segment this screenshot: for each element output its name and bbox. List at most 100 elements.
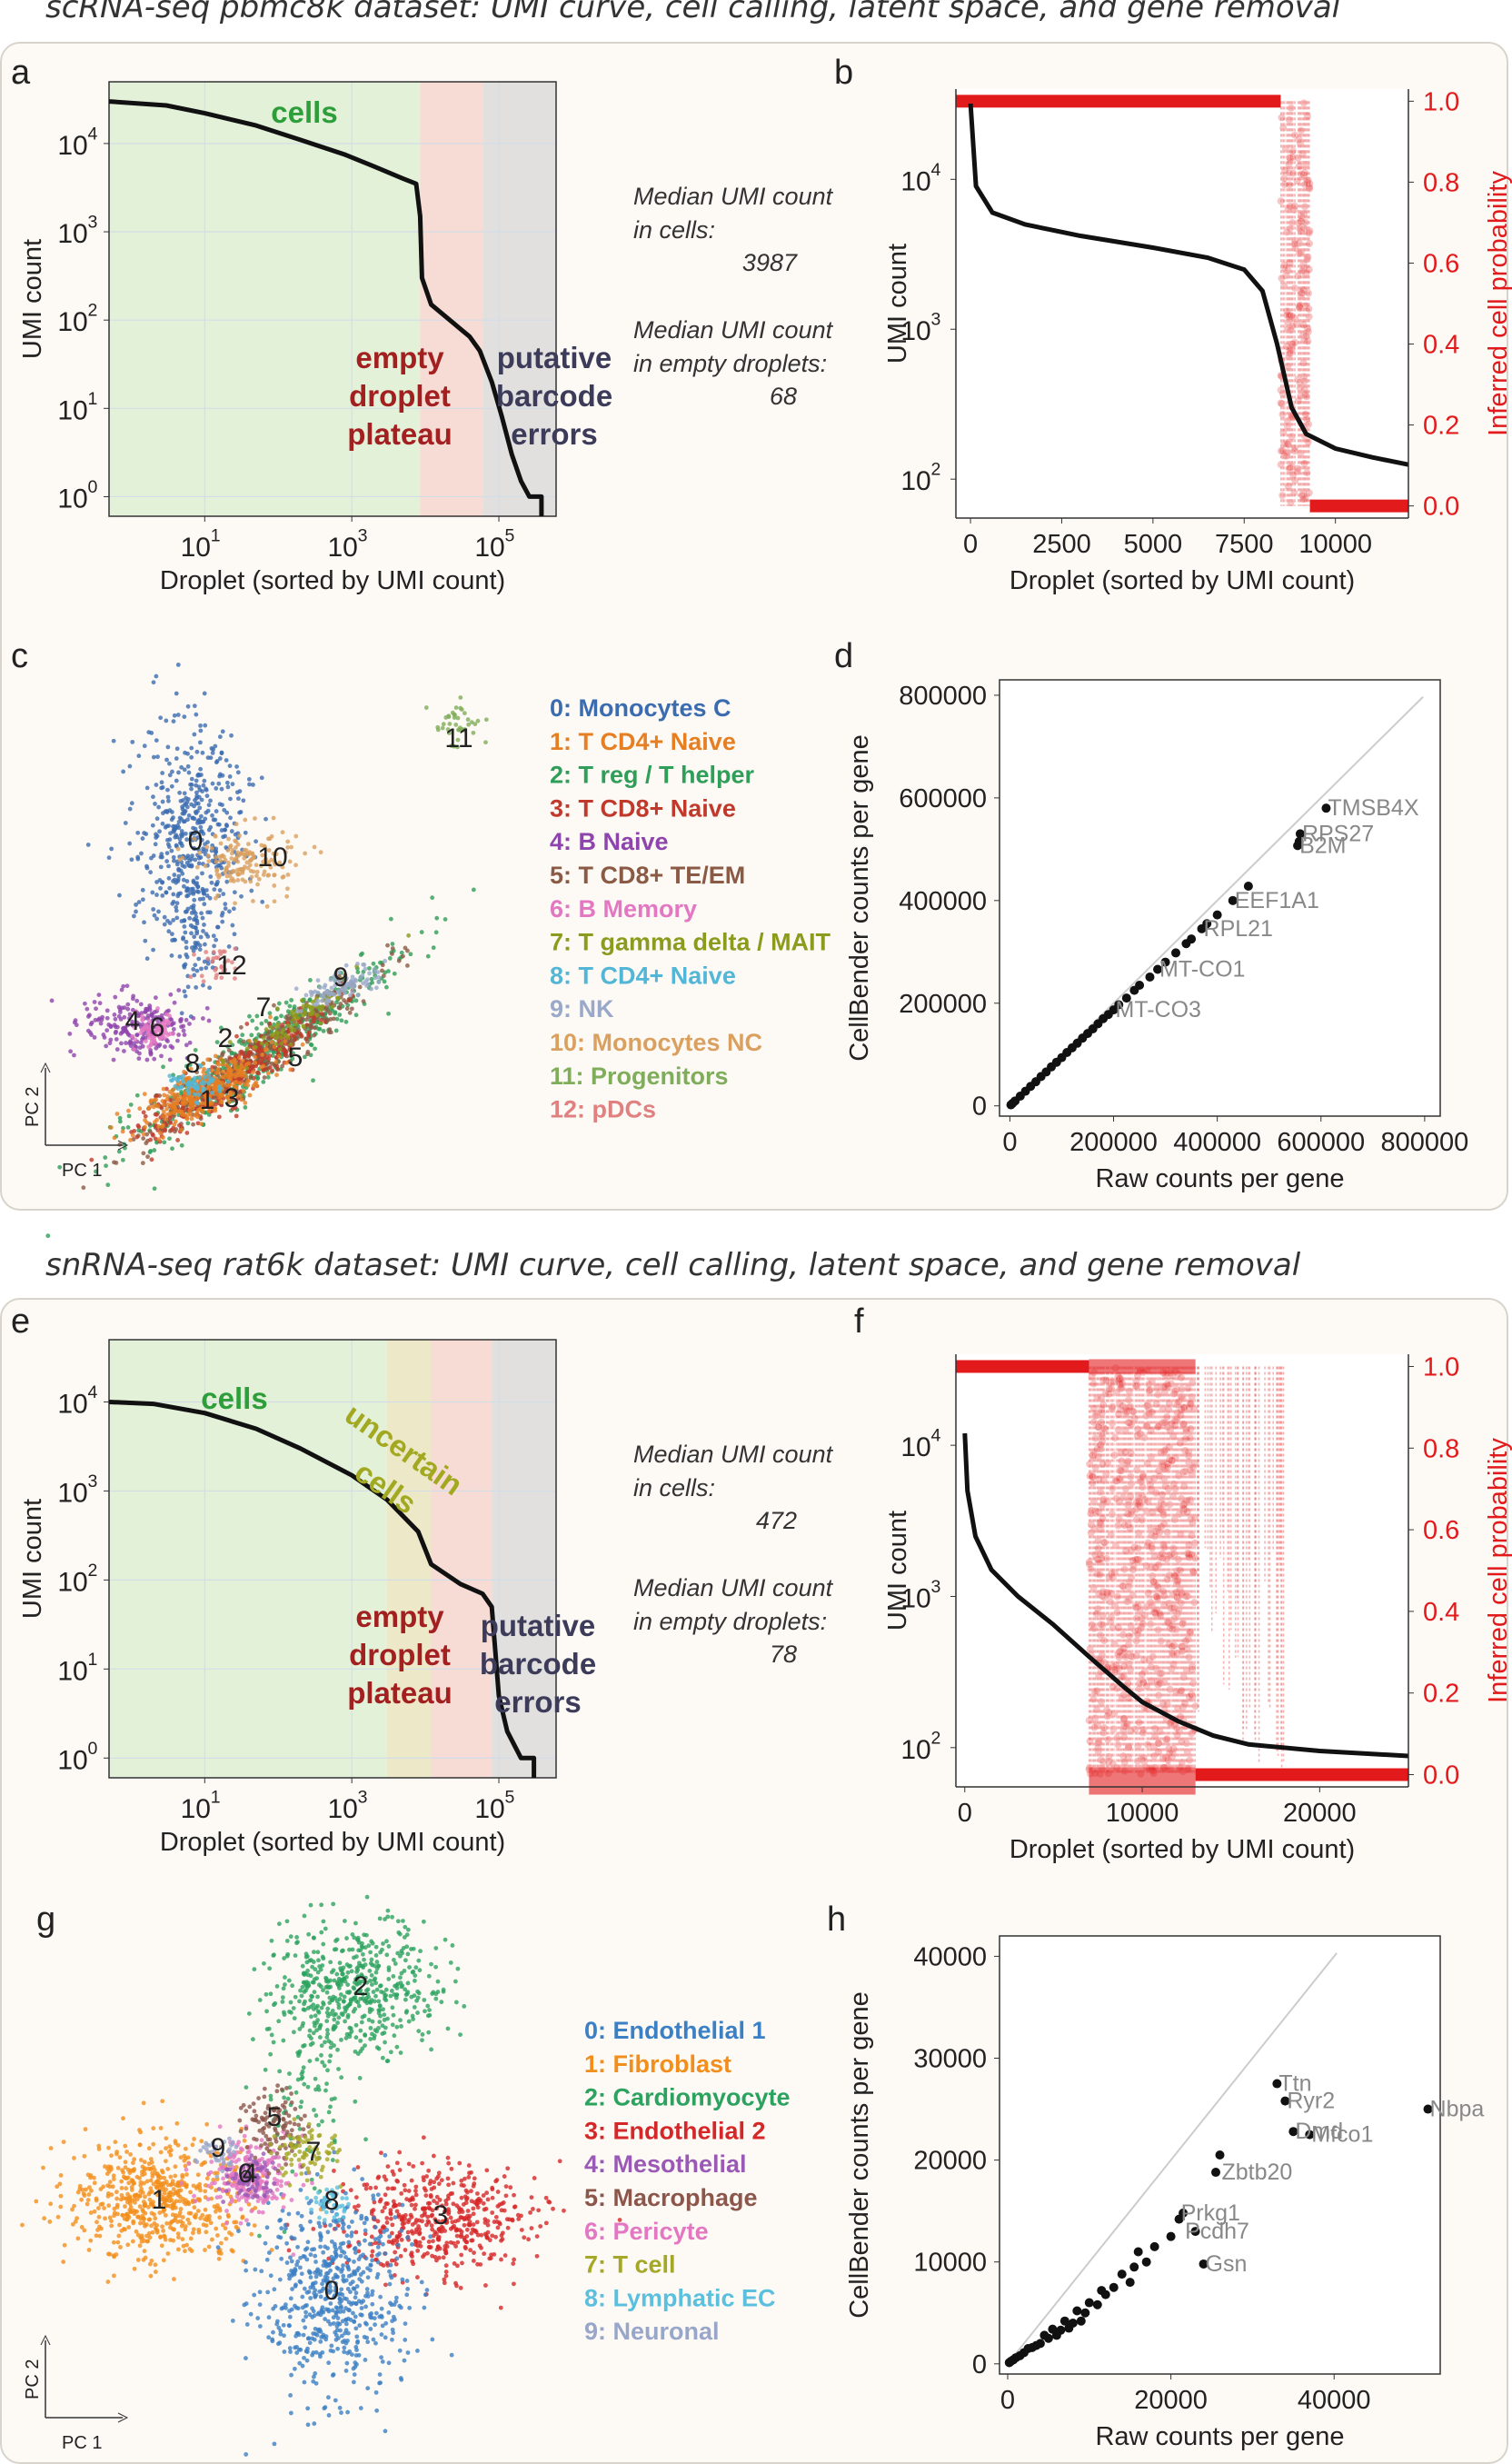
prob-point-f	[1110, 1569, 1119, 1577]
cluster-point-0	[153, 802, 157, 806]
cluster-point-6	[161, 1019, 166, 1024]
legend-item-c: 4: B Naive	[550, 828, 669, 855]
cluster-point-0	[144, 832, 149, 836]
cluster-point-0	[205, 808, 211, 813]
cluster-point-2	[307, 2028, 313, 2033]
cluster-point-1	[245, 1082, 251, 1088]
cluster-point-4	[120, 1030, 125, 1035]
cluster-point-2	[128, 1102, 134, 1107]
cluster-point-2	[401, 1919, 405, 1923]
cluster-point-4	[134, 1049, 140, 1054]
cluster-point-10	[204, 844, 210, 850]
cluster-point-2	[292, 2016, 297, 2021]
cluster-point-7	[295, 1015, 301, 1021]
cluster-point-2	[286, 1978, 292, 1983]
prob-point-f	[1121, 1653, 1129, 1661]
cluster-point-1	[259, 1064, 264, 1070]
cluster-point-2	[244, 2085, 249, 2090]
cluster-point-2	[353, 998, 359, 1003]
cluster-point-10	[223, 857, 228, 863]
cluster-point-2	[311, 1960, 316, 1964]
prob-point-f	[1157, 1611, 1165, 1620]
cluster-point-10	[235, 850, 240, 855]
cluster-point-2	[414, 1998, 419, 2003]
cluster-point-0	[214, 882, 219, 887]
median-empty-label-e: Median UMI count	[633, 1574, 834, 1601]
cluster-point-2	[103, 1155, 108, 1160]
cluster-point-0	[232, 932, 237, 937]
cluster-point-2	[249, 1032, 254, 1038]
cluster-point-0	[180, 843, 184, 848]
prob-point-b	[1293, 177, 1301, 185]
x-tick-label-a-exp: 1	[211, 526, 221, 546]
cluster-point-2	[230, 1042, 235, 1048]
prob-point-f	[1099, 1401, 1108, 1409]
cluster-point-0	[142, 743, 147, 749]
cluster-point-0	[201, 983, 205, 988]
cluster-label-3-c: 3	[224, 1083, 240, 1113]
cluster-point-1	[251, 1070, 255, 1075]
cluster-point-2	[380, 1947, 384, 1952]
cluster-point-2	[289, 997, 294, 1003]
cluster-point-0	[216, 781, 222, 786]
cluster-point-2	[453, 2000, 459, 2005]
cluster-label-2-c: 2	[218, 1023, 234, 1053]
cluster-point-10	[233, 901, 237, 906]
cluster-point-2	[287, 2009, 292, 2014]
cluster-point-0	[173, 834, 178, 840]
cluster-point-0	[151, 907, 156, 912]
cluster-point-2	[412, 1993, 417, 1999]
x-axis-label-b: Droplet (sorted by UMI count)	[1010, 566, 1355, 595]
cluster-point-10	[245, 842, 251, 847]
cluster-point-2	[291, 2006, 296, 2010]
cluster-point-3	[244, 1022, 250, 1026]
cluster-point-2	[281, 2010, 286, 2015]
prob-point-f	[1183, 1508, 1191, 1516]
cluster-point-0	[168, 831, 173, 836]
cluster-point-10	[262, 869, 267, 874]
cluster-point-2	[319, 2043, 324, 2049]
cluster-point-0	[144, 865, 150, 871]
cluster-point-2	[380, 2031, 385, 2037]
cluster-point-5	[112, 1160, 116, 1165]
cluster-point-7	[314, 1013, 320, 1018]
cluster-point-0	[174, 904, 179, 910]
cluster-point-2	[334, 1971, 340, 1977]
cluster-point-2	[333, 1011, 338, 1016]
cluster-point-7	[275, 1022, 281, 1027]
cluster-point-5	[265, 1032, 270, 1037]
cluster-point-2	[324, 2019, 330, 2024]
prob-point-f	[1144, 1741, 1152, 1749]
cluster-point-0	[180, 863, 185, 868]
cluster-point-3	[312, 1016, 317, 1021]
cluster-point-9	[315, 978, 321, 983]
cluster-point-2	[430, 1991, 435, 1997]
cluster-point-1	[218, 1100, 224, 1104]
cluster-point-1	[216, 1062, 222, 1067]
cluster-point-5	[313, 1025, 317, 1031]
cluster-point-0	[173, 826, 178, 832]
cluster-point-5	[315, 1016, 321, 1022]
cluster-point-10	[214, 872, 220, 877]
cluster-point-10	[287, 859, 293, 864]
cluster-point-0	[169, 932, 174, 937]
cluster-point-2	[294, 1935, 300, 1940]
cluster-point-2	[403, 1987, 408, 1992]
cluster-point-0	[214, 759, 220, 763]
cluster-point-2	[344, 1936, 349, 1940]
x-tick-label-a-base: 10	[327, 533, 357, 563]
cluster-point-8	[193, 1082, 198, 1086]
legend-item-c: 1: T CD4+ Naive	[550, 728, 736, 755]
y-tick-label-a-exp: 2	[88, 301, 98, 321]
cluster-point-1	[237, 1055, 242, 1061]
cluster-point-2	[415, 2010, 420, 2015]
cluster-point-0	[136, 900, 142, 904]
cluster-point-0	[169, 953, 174, 958]
cluster-point-2	[353, 2099, 358, 2104]
cluster-point-1	[265, 1071, 271, 1076]
y-tick-label-a: 10 4	[57, 124, 97, 161]
cluster-point-1	[120, 1129, 125, 1134]
cluster-point-0	[184, 954, 190, 960]
panel-letter-f: f	[854, 1302, 864, 1341]
cluster-point-2	[374, 1987, 380, 1992]
